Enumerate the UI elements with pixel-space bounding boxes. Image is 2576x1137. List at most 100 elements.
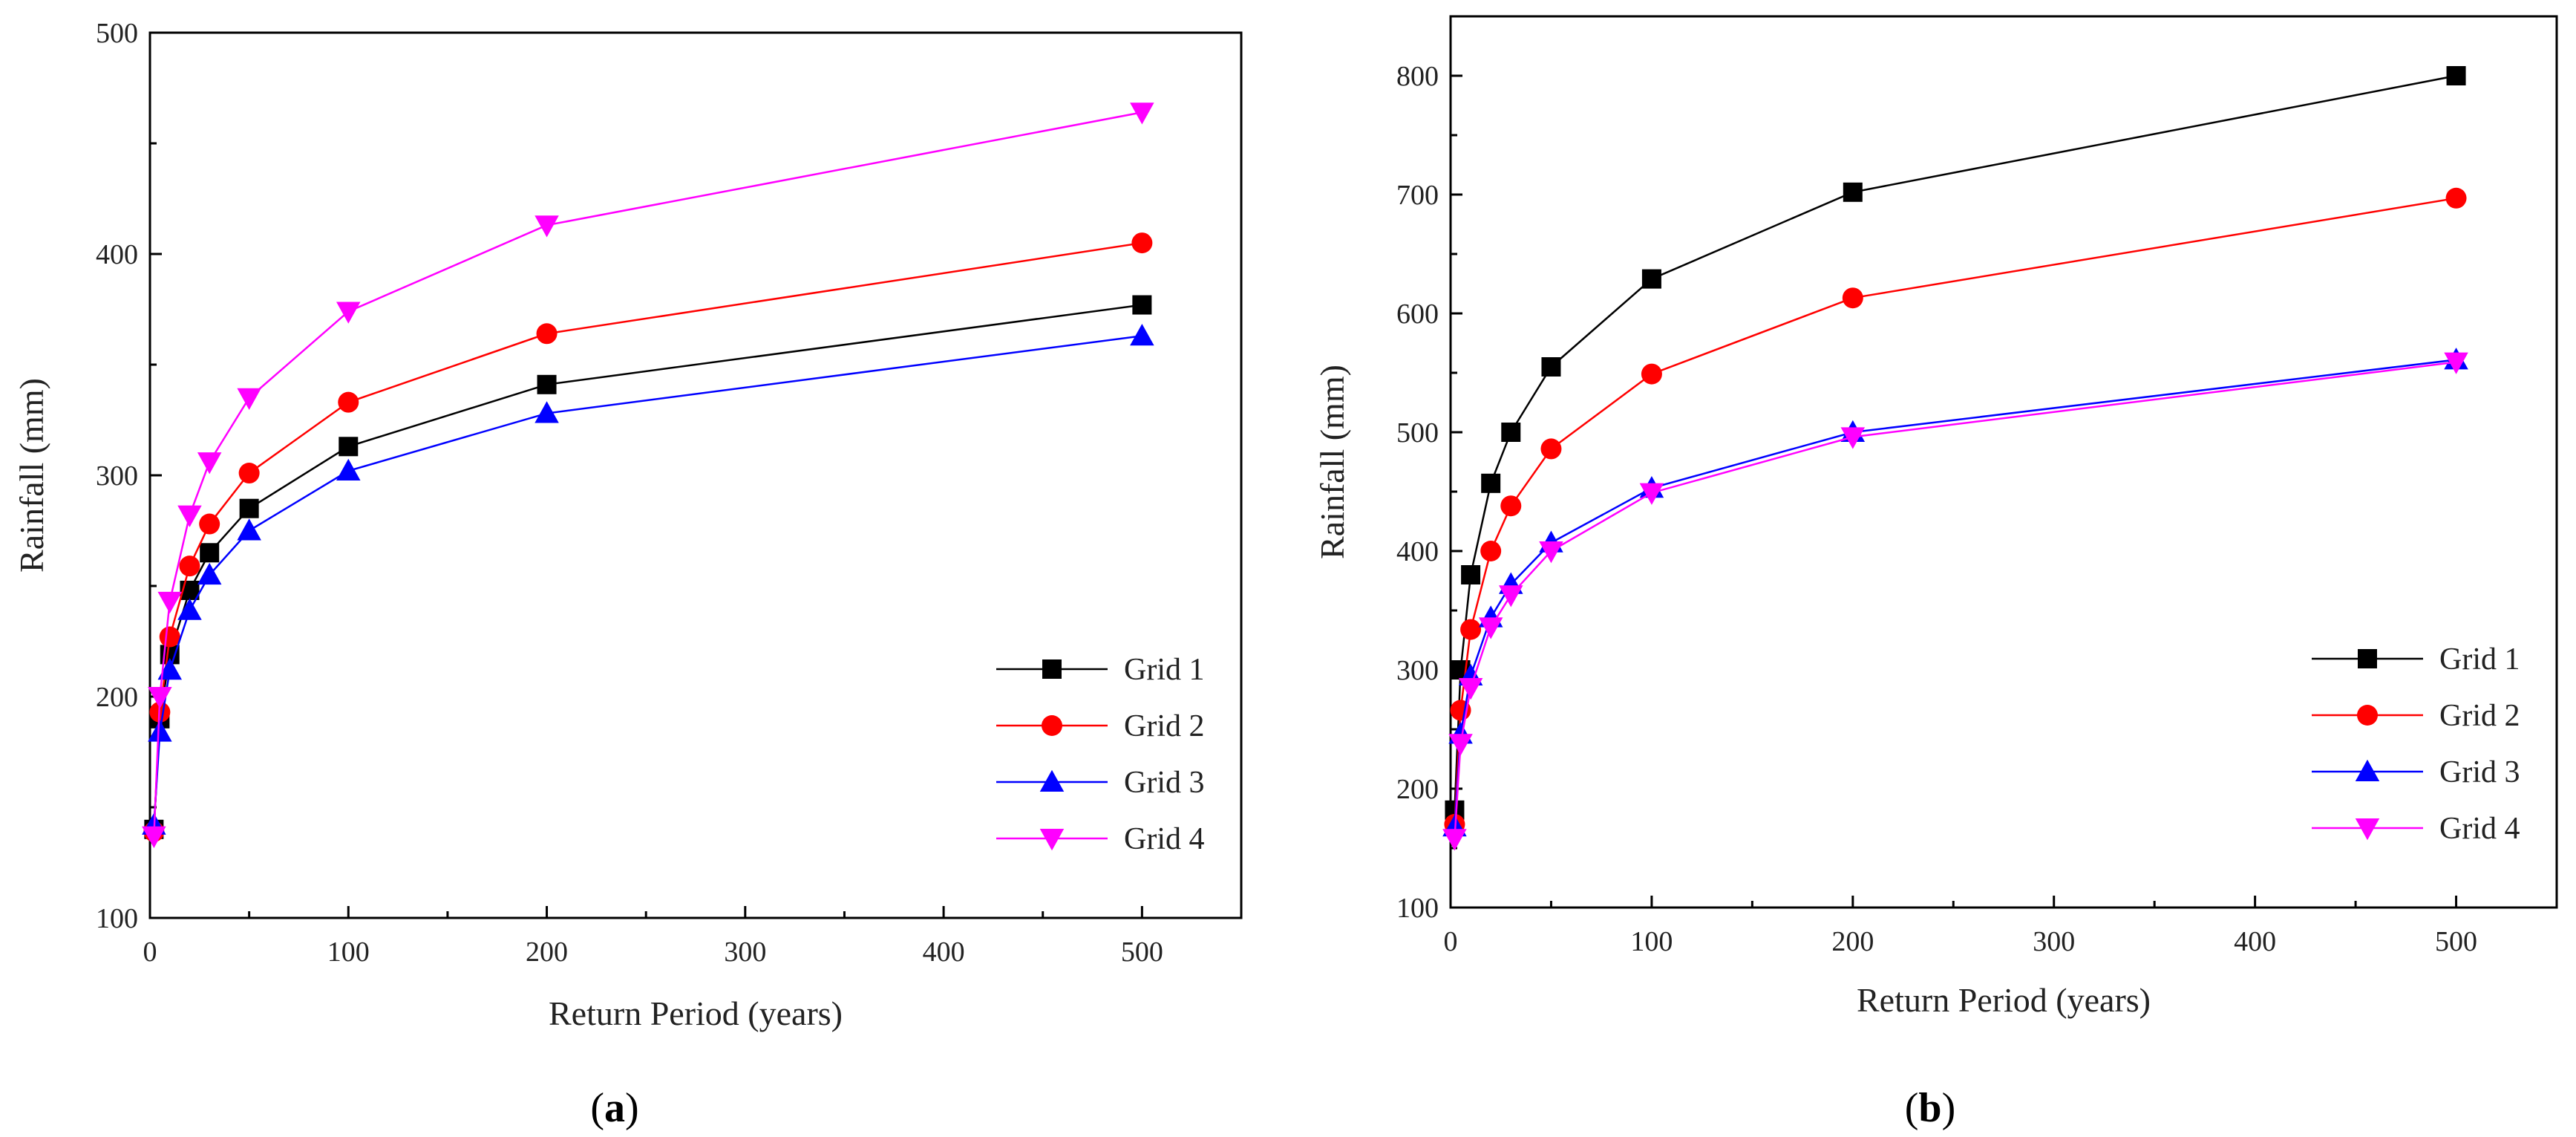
panel-a-series-line-grid-1 — [153, 304, 1142, 830]
panel-b-y-tick-label: 800 — [1396, 61, 1439, 92]
panel-a-data-point-grid-4 — [148, 687, 172, 709]
panel-a-data-point-grid-2 — [1131, 232, 1153, 254]
panel-b-data-point-grid-4 — [1840, 427, 1866, 449]
panel-b-data-point-grid-1 — [1501, 423, 1521, 442]
panel-a-data-point-grid-1 — [1132, 295, 1152, 315]
panel-b-y-tick-label: 500 — [1396, 417, 1439, 449]
panel-b-data-point-grid-4 — [1442, 829, 1467, 851]
panel-a-y-axis-label: Rainfall (mm) — [13, 378, 50, 573]
panel-a-data-point-grid-1 — [239, 498, 259, 518]
panel-b-legend-label-grid-1: Grid 1 — [2439, 642, 2520, 677]
panel-b-data-point-grid-4 — [2444, 352, 2468, 374]
panel-b-x-tick-label: 200 — [1831, 926, 1874, 957]
panel-b-legend-marker-grid-1 — [2358, 649, 2377, 668]
panel-a-legend-marker-grid-1 — [1042, 659, 1062, 679]
panel-b-data-point-grid-4 — [1448, 734, 1473, 756]
panel-a-data-point-grid-4 — [157, 591, 182, 614]
panel-b-caption: (b) — [1905, 1085, 1955, 1131]
panel-a-x-tick-label: 0 — [143, 936, 157, 968]
panel-b-data-point-grid-1 — [1541, 357, 1561, 377]
panel-b-legend-marker-grid-2 — [2357, 705, 2378, 726]
panel-a-data-point-grid-3 — [237, 518, 261, 541]
panel-b-data-point-grid-4 — [1539, 541, 1563, 564]
panel-a-data-point-grid-2 — [238, 463, 260, 484]
panel-a-legend-marker-grid-4 — [1039, 829, 1065, 851]
panel-a-data-point-grid-2 — [338, 391, 359, 413]
panel-b-data-point-grid-4 — [1478, 617, 1503, 639]
panel-a-data-point-grid-2 — [179, 556, 200, 577]
panel-b-data-point-grid-2 — [1480, 541, 1502, 561]
panel-a-series-line-grid-2 — [153, 241, 1142, 832]
panel-a-data-point-grid-3 — [177, 598, 202, 620]
panel-a-legend-label-grid-4: Grid 4 — [1124, 822, 1205, 856]
panel-a-series-line-grid-3 — [153, 335, 1142, 825]
panel-b-legend-label-grid-3: Grid 3 — [2439, 755, 2520, 789]
panel-a-data-point-grid-4 — [1130, 102, 1154, 125]
panel-a-x-tick-label: 100 — [327, 936, 370, 968]
panel-b-legend-label-grid-2: Grid 2 — [2439, 699, 2520, 733]
panel-b-caption-close: ) — [1942, 1085, 1956, 1131]
panel-b-plot-frame — [1449, 15, 2558, 909]
panel-b-y-tick-label: 400 — [1396, 536, 1439, 567]
panel-b-x-tick-label: 300 — [2033, 926, 2075, 957]
panel-b-y-axis-label: Rainfall (mm) — [1313, 365, 1351, 559]
panel-b-caption-open: ( — [1905, 1085, 1919, 1131]
panel-b-data-point-grid-2 — [1540, 438, 1562, 460]
panel-a-data-point-grid-4 — [535, 215, 559, 238]
panel-b-legend-marker-grid-4 — [2355, 818, 2380, 841]
panel-b-x-axis-label: Return Period (years) — [1857, 981, 2151, 1019]
panel-a-data-point-grid-2 — [199, 513, 220, 535]
panel-a-legend-marker-grid-2 — [1042, 715, 1062, 736]
panel-a-data-point-grid-3 — [336, 458, 361, 481]
panel-b-caption-letter: b — [1918, 1085, 1941, 1131]
panel-a-series-line-grid-4 — [153, 111, 1142, 836]
panel-a-data-point-grid-4 — [336, 302, 361, 324]
panel-a-legend-label-grid-3: Grid 3 — [1124, 766, 1205, 800]
panel-a-y-tick-label: 400 — [96, 239, 138, 270]
panel-b-y-tick-label: 300 — [1396, 655, 1439, 686]
panel-a-caption: (a) — [590, 1085, 638, 1131]
panel-b-data-point-grid-1 — [2446, 66, 2466, 85]
panel-a-data-point-grid-1 — [537, 374, 557, 394]
panel-a-data-point-grid-4 — [177, 505, 202, 527]
panel-b-legend-marker-grid-3 — [2355, 759, 2380, 781]
panel-a-caption-letter: a — [604, 1085, 625, 1131]
panel-b-y-tick-label: 600 — [1396, 299, 1439, 330]
panel-b-x-tick-label: 0 — [1444, 926, 1458, 957]
panel-a-plot-frame — [148, 31, 1243, 919]
panel-a-data-point-grid-4 — [197, 452, 222, 475]
panel-b-data-point-grid-2 — [1842, 287, 1863, 309]
panel-b-y-tick-label: 100 — [1396, 893, 1439, 924]
panel-b-series-line-grid-3 — [1454, 359, 2456, 827]
panel-b-data-point-grid-2 — [1460, 619, 1482, 640]
panel-a-y-tick-label: 200 — [96, 682, 138, 713]
panel-b-legend-label-grid-4: Grid 4 — [2439, 812, 2520, 846]
panel-a-x-axis-label: Return Period (years) — [549, 994, 843, 1032]
panel-b-y-tick-label: 700 — [1396, 180, 1439, 211]
panel-b-data-point-grid-4 — [1639, 483, 1664, 505]
panel-b-x-tick-label: 400 — [2234, 926, 2276, 957]
panel-a-data-point-grid-2 — [159, 626, 180, 648]
panel-a-x-tick-label: 200 — [526, 936, 568, 968]
panel-b-series-line-grid-2 — [1454, 197, 2456, 825]
panel-b-x-tick-label: 100 — [1630, 926, 1673, 957]
panel-b-series-line-grid-4 — [1454, 361, 2456, 839]
panel-a-data-point-grid-3 — [535, 401, 559, 423]
panel-a-x-tick-label: 300 — [724, 936, 766, 968]
panel-b-data-point-grid-1 — [1481, 473, 1501, 493]
panel-b-data-point-grid-2 — [1641, 363, 1662, 385]
panel-a-data-point-grid-1 — [200, 543, 220, 563]
panel-a-data-point-grid-4 — [237, 388, 261, 410]
panel-b-data-point-grid-4 — [1499, 585, 1523, 607]
panel-b-y-tick-label: 200 — [1396, 774, 1439, 805]
panel-a-y-tick-label: 300 — [96, 460, 138, 492]
panel-a-x-tick-label: 500 — [1121, 936, 1163, 968]
chart-panel-b: 0 100 200 300 400 500100200300400500600700800… — [1313, 15, 2558, 1131]
panel-b-data-point-grid-2 — [1500, 495, 1522, 517]
panel-b-x-tick-label: 500 — [2435, 926, 2477, 957]
panel-a-caption-close: ) — [625, 1085, 639, 1131]
panel-a-caption-open: ( — [590, 1085, 604, 1131]
panel-a-y-tick-label: 500 — [96, 18, 138, 49]
panel-a-legend-marker-grid-3 — [1039, 769, 1065, 792]
